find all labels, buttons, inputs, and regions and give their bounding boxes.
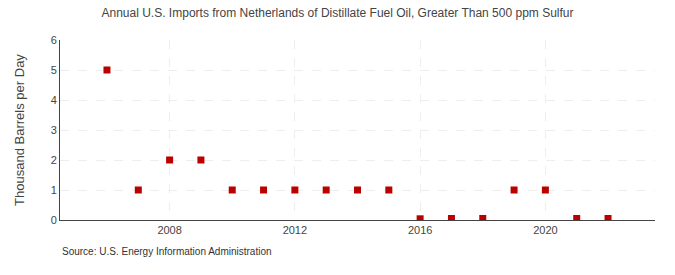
svg-text:0: 0: [51, 214, 57, 226]
svg-text:6: 6: [51, 34, 57, 46]
svg-text:2008: 2008: [157, 224, 181, 236]
svg-text:2020: 2020: [533, 224, 557, 236]
svg-text:5: 5: [51, 64, 57, 76]
svg-text:3: 3: [51, 124, 57, 136]
svg-text:Thousand Barrels per Day: Thousand Barrels per Day: [12, 54, 27, 206]
svg-text:Source: U.S. Energy Informatio: Source: U.S. Energy Information Administ…: [62, 246, 272, 257]
svg-text:1: 1: [51, 184, 57, 196]
svg-text:2: 2: [51, 154, 57, 166]
svg-text:2012: 2012: [283, 224, 307, 236]
svg-text:4: 4: [51, 94, 57, 106]
svg-text:2016: 2016: [408, 224, 432, 236]
svg-text:Annual U.S. Imports from Nethe: Annual U.S. Imports from Netherlands of …: [102, 6, 574, 20]
